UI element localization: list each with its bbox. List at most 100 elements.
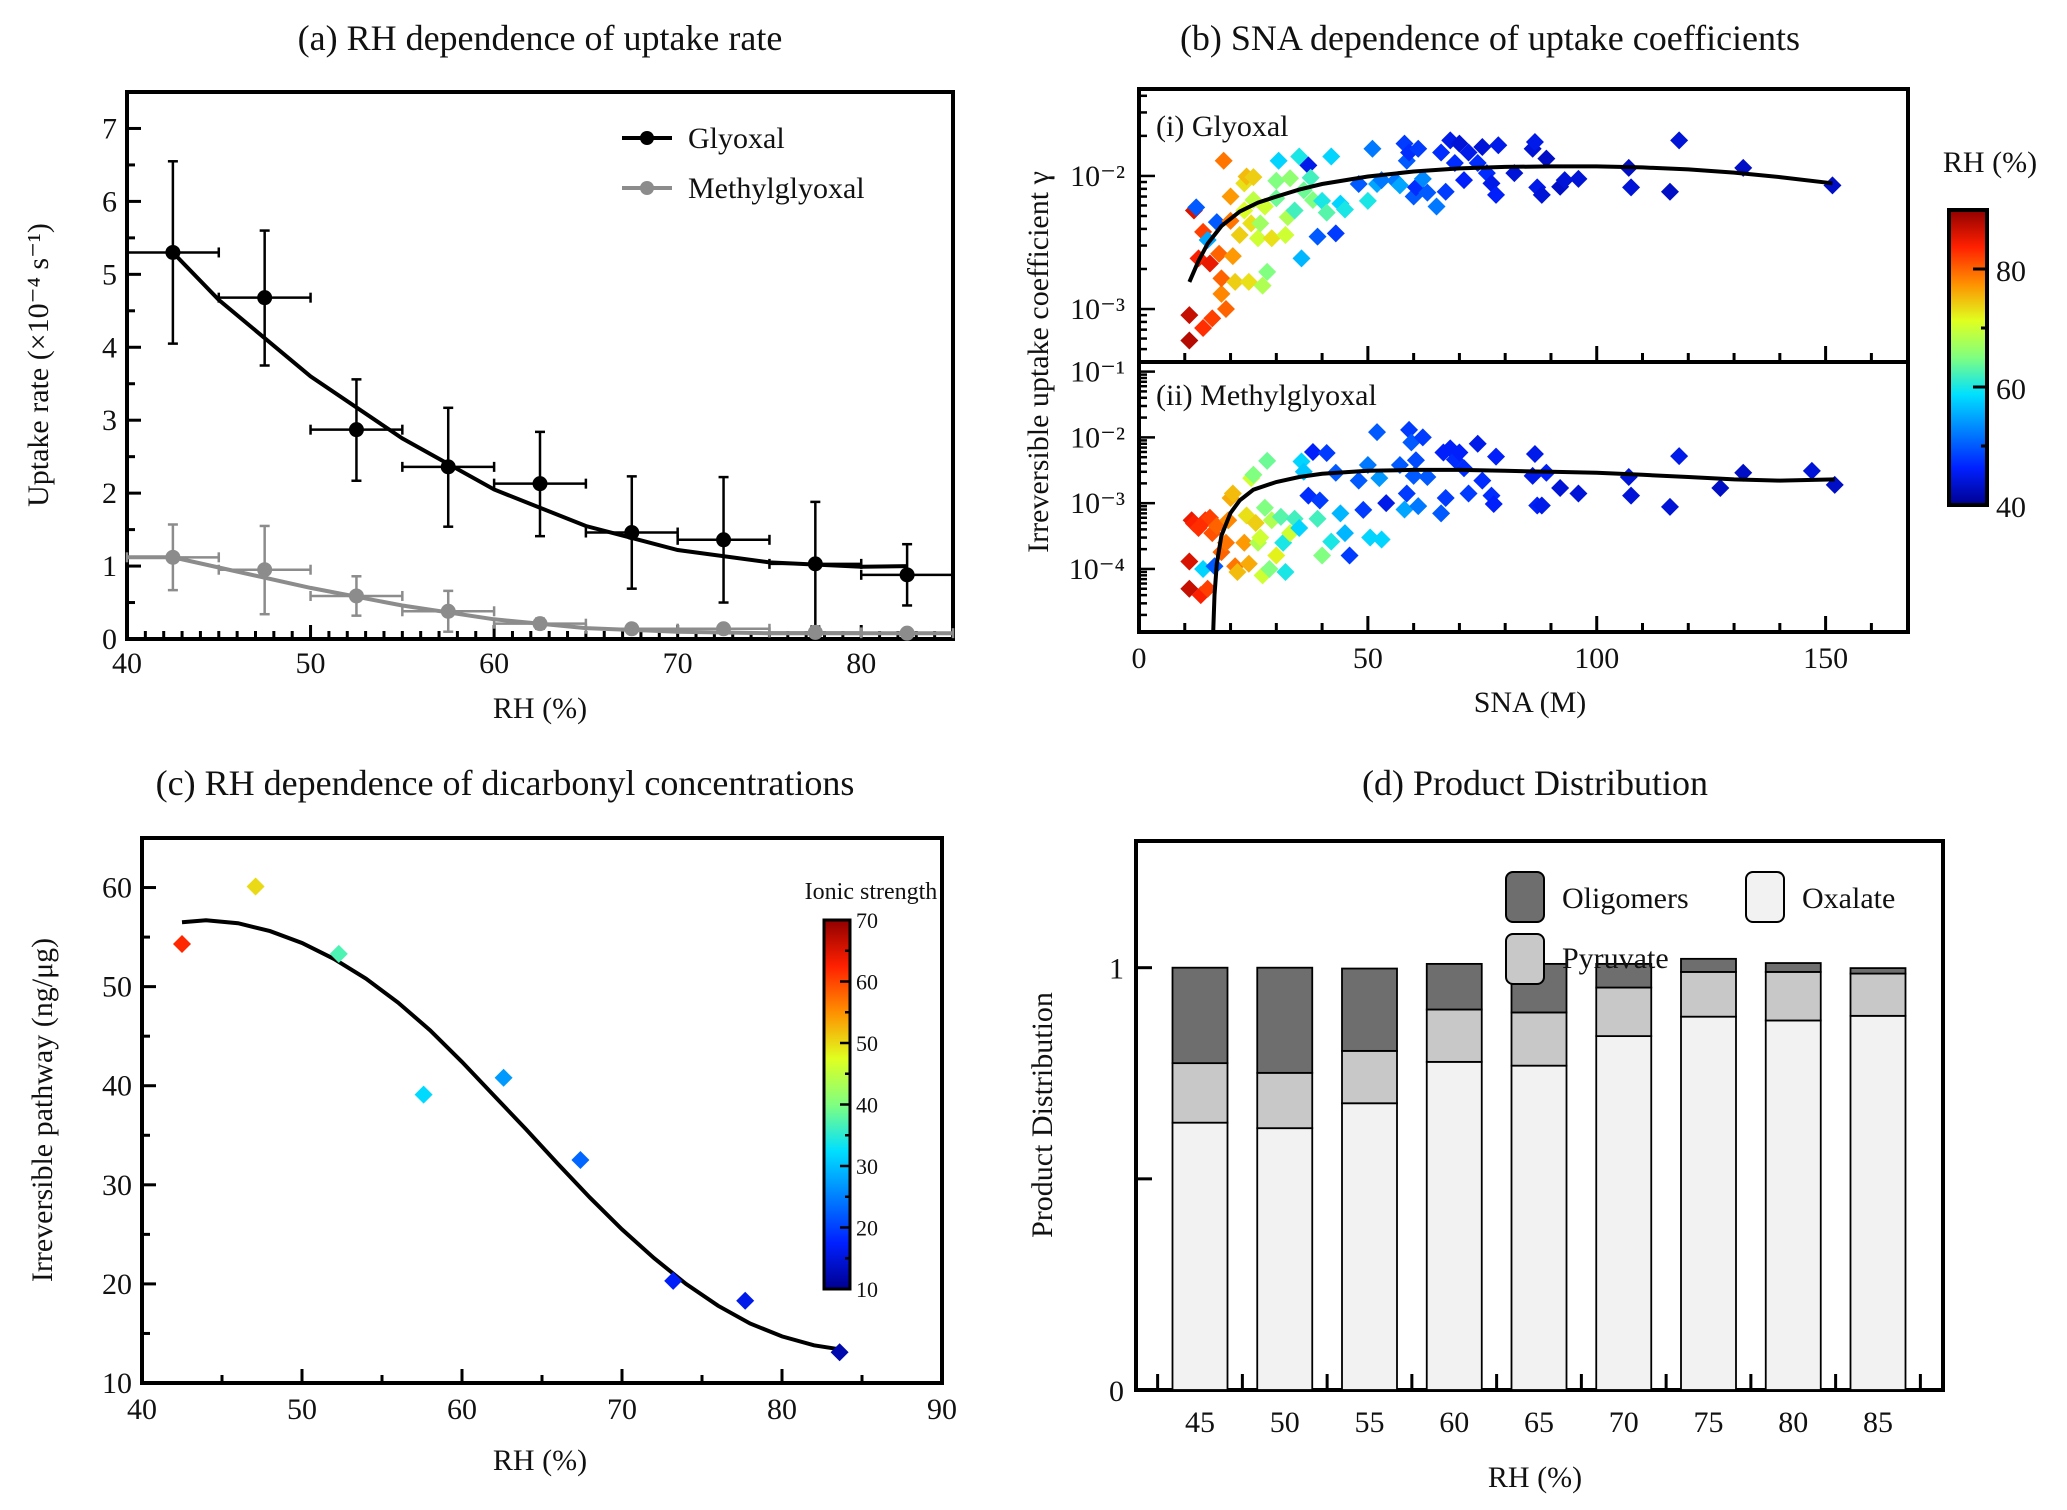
data-point: [1487, 447, 1506, 466]
bar-oxalate: [1680, 1015, 1737, 1391]
data-point: [1244, 465, 1263, 484]
bar-oligomers: [1595, 962, 1653, 989]
data-point: [1622, 486, 1641, 505]
y-tick-label: 40: [102, 1070, 132, 1103]
y-tick-label: 1: [102, 550, 117, 583]
y-tick-label: 10⁻²: [1070, 421, 1125, 454]
data-point: [1361, 528, 1380, 547]
data-point: [1370, 469, 1389, 488]
data-point: [1413, 169, 1432, 188]
data-point: [1290, 518, 1309, 537]
panel-a: (a) RH dependence of uptake rate 40 50 60 7…: [22, 18, 955, 725]
data-point: [1406, 451, 1425, 470]
data-point: [624, 525, 640, 541]
data-point: [1400, 420, 1419, 439]
data-point: [1670, 447, 1689, 466]
data-point: [1395, 500, 1414, 519]
data-point: [1409, 497, 1428, 516]
x-tick-label: 80: [767, 1393, 797, 1426]
x-tick-label: 50: [287, 1393, 317, 1426]
data-point: [1569, 484, 1588, 503]
data-point: [1363, 139, 1382, 158]
colorbar-tick-label: 60: [1996, 373, 2026, 406]
x-tick-label: 80: [1778, 1406, 1808, 1439]
panel-b-subplot-2-label: (ii) Methylglyoxal: [1156, 379, 1377, 412]
x-tick-label: 50: [1353, 642, 1383, 675]
legend-pyruvate-swatch: [1505, 933, 1545, 985]
bar-oxalate: [1341, 1102, 1398, 1391]
data-point: [1269, 151, 1288, 170]
data-point: [1454, 171, 1473, 190]
panel-a-title: (a) RH dependence of uptake rate: [298, 18, 783, 58]
bar-oxalate: [1425, 1060, 1483, 1391]
data-point: [1308, 509, 1327, 528]
x-tick-label: 45: [1185, 1406, 1215, 1439]
data-point: [1223, 247, 1242, 266]
data-point: [532, 476, 548, 492]
data-point: [1299, 156, 1318, 175]
subplot-frame: [1137, 360, 1910, 634]
data-point: [1409, 139, 1428, 158]
data-point: [1267, 546, 1286, 565]
data-point: [1301, 168, 1320, 187]
panel-d-xlabel: RH (%): [1488, 1461, 1582, 1494]
data-point: [257, 290, 273, 306]
x-tick-label: 60: [479, 647, 509, 680]
data-point: [807, 624, 823, 640]
data-point: [736, 1291, 755, 1310]
data-point: [1532, 185, 1551, 204]
data-point: [348, 588, 364, 604]
data-point: [1308, 227, 1327, 246]
bar-oxalate: [1510, 1064, 1568, 1391]
data-point: [1223, 484, 1242, 503]
data-point: [1436, 182, 1455, 201]
colorbar-tick-label: 60: [856, 970, 878, 995]
colorbar-tick-label: 40: [856, 1093, 878, 1118]
bar-pyruvate: [1256, 1071, 1314, 1130]
data-point: [1180, 306, 1199, 325]
x-tick-label: 90: [927, 1393, 957, 1426]
data-point: [1660, 497, 1679, 516]
fit-curve: [181, 918, 840, 1352]
bar-pyruvate: [1849, 972, 1907, 1017]
bar-oxalate: [1256, 1127, 1314, 1391]
data-point: [1267, 171, 1286, 190]
data-point: [1242, 214, 1261, 233]
x-tick-label: 60: [447, 1393, 477, 1426]
bar-oligomers: [1341, 967, 1398, 1052]
y-tick-label: 10⁻³: [1070, 293, 1125, 326]
y-tick-label: 10⁻¹: [1070, 356, 1125, 389]
data-point: [1180, 331, 1199, 350]
data-point: [1340, 546, 1359, 565]
data-point: [1303, 442, 1322, 461]
subplot-1: 10⁻³ 10⁻²: [1070, 87, 1910, 364]
data-point: [1525, 444, 1544, 463]
legend-oxalate-swatch: [1745, 871, 1785, 923]
bar-pyruvate: [1680, 971, 1737, 1018]
data-point: [1313, 546, 1332, 565]
x-tick-label: 85: [1863, 1406, 1893, 1439]
data-point: [1271, 507, 1290, 526]
bar-oxalate: [1849, 1014, 1907, 1391]
y-tick-label: 6: [102, 185, 117, 218]
panel-c-colorbar-label: Ionic strength: [805, 879, 938, 905]
data-point: [1670, 131, 1689, 150]
data-point: [1418, 467, 1437, 486]
data-point: [1450, 443, 1469, 462]
data-point: [1226, 272, 1245, 291]
data-point: [165, 549, 181, 565]
x-tick-label: 50: [1270, 1406, 1300, 1439]
data-point: [1258, 262, 1277, 281]
panel-d: (d) Product Distribution 45 50 55 60 65 70 75 8…: [1026, 763, 1945, 1494]
data-point: [1358, 191, 1377, 210]
data-point: [1354, 500, 1373, 519]
data-point: [1459, 484, 1478, 503]
data-point: [1432, 143, 1451, 162]
bar-pyruvate: [1425, 1008, 1483, 1063]
panel-b-colorbar-label: RH (%): [1943, 146, 2037, 179]
legend-oligomers-swatch: [1505, 871, 1545, 923]
data-point: [440, 603, 456, 619]
colorbar-tick-label: 30: [856, 1154, 878, 1179]
data-point: [348, 422, 364, 438]
data-point: [1473, 471, 1492, 490]
